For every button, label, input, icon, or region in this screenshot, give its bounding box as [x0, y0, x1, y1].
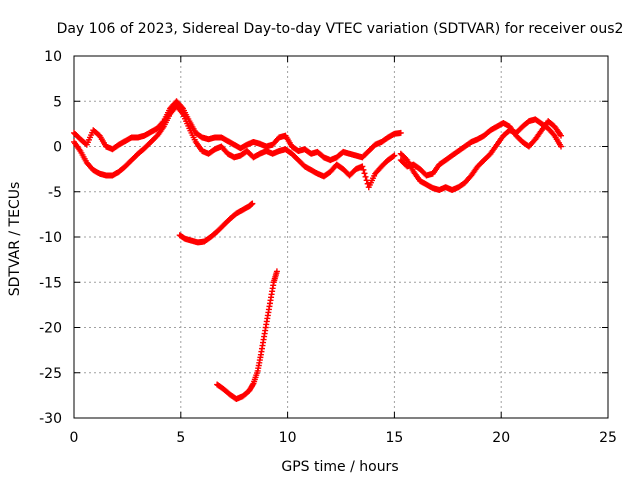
y-tick-label: 5 — [53, 94, 62, 110]
series-main-trace-upper — [71, 98, 404, 164]
data-point — [249, 200, 256, 207]
data-point — [390, 153, 397, 160]
data-point — [249, 381, 256, 388]
data-points — [71, 98, 565, 402]
x-tick-label: 0 — [70, 430, 79, 446]
series-main-trace-end-alt — [397, 118, 565, 179]
x-tick-label: 5 — [176, 430, 185, 446]
y-axis-label: SDTVAR / TECUs — [7, 182, 23, 297]
data-point — [550, 131, 557, 138]
data-point — [558, 132, 565, 139]
data-point — [359, 163, 366, 170]
y-tick-label: 10 — [44, 49, 62, 65]
y-tick-label: -25 — [39, 366, 62, 382]
x-tick-label: 15 — [385, 430, 403, 446]
gridlines — [74, 56, 608, 418]
y-tick-label: -5 — [48, 185, 62, 201]
series-main-trace-end — [397, 116, 565, 193]
data-point — [361, 170, 368, 177]
y-tick-label: -10 — [39, 230, 62, 246]
series-segment-minus-10 — [176, 200, 256, 246]
data-point — [360, 166, 367, 173]
axis-ticks — [73, 55, 609, 419]
y-tick-label: -30 — [39, 411, 62, 427]
data-point — [363, 177, 370, 184]
data-point — [362, 173, 369, 180]
series-segment-minus-25 — [214, 268, 280, 402]
y-tick-label: 0 — [53, 140, 62, 156]
x-axis-label: GPS time / hours — [281, 459, 398, 475]
data-point — [397, 129, 404, 136]
data-point — [273, 268, 280, 275]
y-tick-label: -20 — [39, 321, 62, 337]
data-point — [558, 143, 565, 150]
tick-labels: 0 5 10 15 20 25 10 5 0 -5 -10 -15 -20 -25 -30 — [39, 49, 617, 446]
data-point — [391, 152, 398, 159]
x-tick-label: 10 — [279, 430, 297, 446]
chart-title: Day 106 of 2023, Sidereal Day-to-day VTE… — [57, 21, 624, 37]
data-point — [403, 156, 410, 163]
series-main-trace-lower — [71, 102, 398, 191]
x-tick-label: 20 — [492, 430, 510, 446]
y-tick-label: -15 — [39, 275, 62, 291]
x-tick-label: 25 — [599, 430, 617, 446]
